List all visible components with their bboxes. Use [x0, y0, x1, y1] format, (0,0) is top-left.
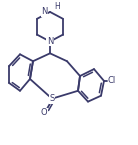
Text: N: N [42, 7, 48, 16]
Text: H: H [54, 2, 60, 11]
Text: Cl: Cl [108, 76, 116, 85]
Text: N: N [47, 37, 53, 46]
Text: O: O [41, 108, 47, 117]
Text: S: S [49, 94, 55, 103]
